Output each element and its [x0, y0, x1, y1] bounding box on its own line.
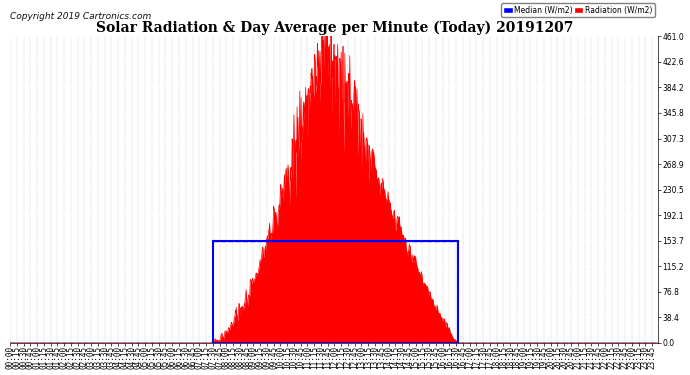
Bar — [213, 241, 458, 343]
Text: Copyright 2019 Cartronics.com: Copyright 2019 Cartronics.com — [10, 12, 151, 21]
Legend: Median (W/m2), Radiation (W/m2): Median (W/m2), Radiation (W/m2) — [501, 3, 655, 17]
Title: Solar Radiation & Day Average per Minute (Today) 20191207: Solar Radiation & Day Average per Minute… — [95, 21, 573, 35]
